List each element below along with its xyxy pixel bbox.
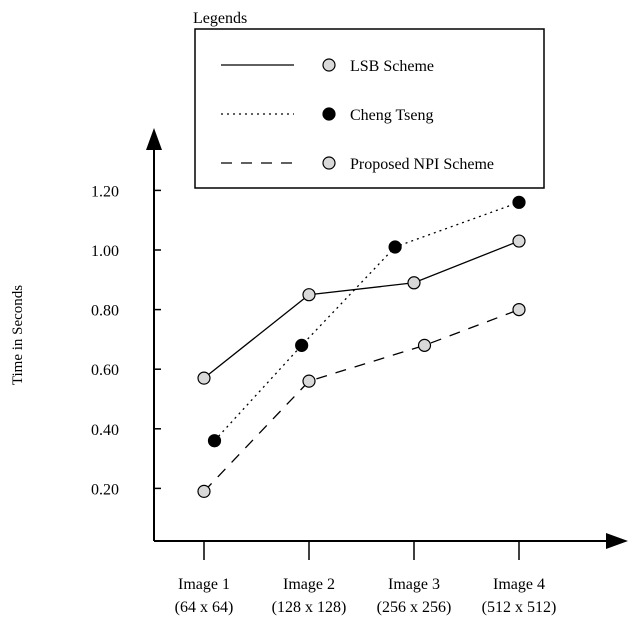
data-point	[512, 195, 526, 209]
y-axis-label: Time in Seconds	[10, 285, 26, 385]
legend-marker	[322, 58, 336, 72]
legend-items: LSB Scheme Cheng Tseng Proposed NPI Scheme	[221, 58, 494, 173]
x-tick-label: (128 x 128)	[272, 599, 347, 616]
data-point	[388, 240, 402, 254]
x-tick-label: (512 x 512)	[482, 599, 557, 616]
legend-marker	[322, 107, 336, 121]
data-point	[407, 276, 421, 290]
legend-label: Proposed NPI Scheme	[350, 156, 494, 173]
y-tick-label: 1.00	[91, 243, 119, 260]
data-point	[197, 371, 211, 385]
x-tick-label: Image 1	[178, 576, 230, 593]
series-line	[203, 308, 520, 492]
data-point	[295, 338, 309, 352]
legend-title: Legends	[193, 10, 247, 27]
y-tick-label: 0.80	[91, 303, 119, 320]
y-tick-label: 0.20	[91, 481, 119, 498]
x-tick-label: Image 4	[493, 576, 545, 593]
legend: Legends LSB Scheme Cheng Tseng Proposed NP…	[193, 10, 545, 189]
y-axis-arrow	[146, 128, 162, 150]
y-ticks: 0.20 0.40 0.60 0.80 1.00 1.20	[91, 183, 161, 498]
legend-label: Cheng Tseng	[350, 107, 433, 124]
legend-marker	[322, 156, 336, 170]
series-layer	[197, 195, 526, 498]
y-tick-label: 0.60	[91, 362, 119, 379]
data-point	[302, 374, 316, 388]
data-point	[512, 234, 526, 248]
x-axis-arrow	[606, 533, 628, 549]
y-tick-label: 1.20	[91, 183, 119, 200]
legend-box	[194, 28, 545, 189]
data-point	[417, 338, 432, 352]
series-line	[203, 240, 520, 379]
y-tick-label: 0.40	[91, 422, 119, 439]
legend-label: LSB Scheme	[350, 58, 434, 75]
axes	[146, 128, 628, 549]
data-point	[197, 484, 211, 498]
x-tick-label: Image 2	[283, 576, 335, 593]
data-point	[302, 288, 316, 302]
x-ticks: Image 1 (64 x 64) Image 2 (128 x 128) Image …	[175, 541, 557, 616]
data-point	[207, 434, 222, 448]
x-tick-label: Image 3	[388, 576, 440, 593]
data-point	[512, 303, 526, 317]
series-line	[214, 201, 520, 442]
x-tick-label: (64 x 64)	[175, 599, 234, 616]
x-tick-label: (256 x 256)	[377, 599, 452, 616]
